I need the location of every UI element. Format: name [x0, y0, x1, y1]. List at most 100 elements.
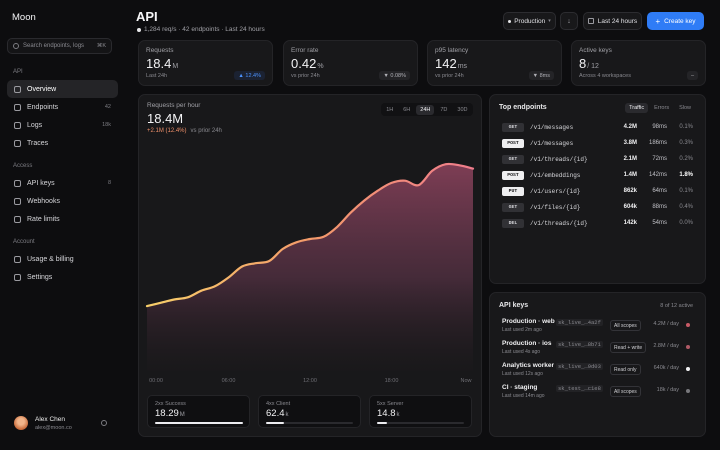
endpoint-errors: 0.1% — [679, 188, 693, 194]
nav-item[interactable]: Overview — [7, 80, 118, 98]
range-tab[interactable]: 7D — [440, 106, 448, 113]
key-row: CI · staging sk_test_…c1e8 Last used 14m a… — [490, 382, 705, 402]
kpi-number: 8 — [579, 56, 587, 71]
calendar-icon — [587, 18, 594, 24]
key-usage: 18k / day — [656, 387, 679, 393]
nav-item[interactable]: Endpoints 42 — [7, 98, 118, 116]
key-usage: 640k / day — [653, 365, 679, 371]
plus-icon: + — [655, 16, 661, 26]
endpoint-path: /v1/threads/{id} — [530, 155, 588, 163]
keys-title: API keys — [499, 302, 529, 309]
nav-label: Webhooks — [27, 197, 60, 205]
nav-label: Usage & billing — [27, 255, 74, 263]
nav-label: Rate limits — [27, 215, 60, 223]
status-number: 14.8 — [377, 408, 396, 419]
key-last-used: Last used 14m ago — [502, 393, 545, 399]
kpi-delta: ▲ 12.4% — [234, 71, 265, 80]
x-tick-label: 12:00 — [303, 378, 317, 384]
method-badge: GET — [502, 122, 524, 132]
nav-item[interactable]: Settings — [7, 268, 118, 286]
nav-item[interactable]: Webhooks — [7, 192, 118, 210]
endpoint-tab[interactable]: Errors — [654, 105, 670, 111]
endpoint-latency: 88ms — [652, 204, 667, 210]
search-placeholder: Search endpoints, logs — [23, 43, 85, 49]
page-subtitle: 1,284 req/s · 42 endpoints · Last 24 hou… — [137, 26, 265, 33]
endpoint-tabs: Traffic Errors Slow — [625, 103, 695, 113]
download-button[interactable]: ↓ — [560, 12, 578, 30]
endpoint-requests: 2.1M — [623, 156, 637, 162]
status-label: 4xx Client — [266, 401, 291, 407]
settings-icon[interactable] — [101, 420, 107, 426]
chart-delta-row: +2.1M (12.4%) vs prior 24h — [147, 128, 222, 134]
endpoint-errors: 0.2% — [679, 156, 693, 162]
nav-item[interactable]: Logs 18k — [7, 116, 118, 134]
kpi-card: Requests 18.4M Last 24h ▲ 12.4% — [138, 40, 273, 86]
kpi-number: 142 — [435, 56, 457, 71]
nav-item[interactable]: Rate limits — [7, 210, 118, 228]
nav: API Overview Endpoints 42 Logs 18k Traces Acces… — [0, 64, 125, 286]
status-card: 5xx Server 14.8k — [369, 395, 472, 428]
key-name: Analytics worker — [502, 362, 555, 369]
range-button[interactable]: Last 24 hours — [583, 12, 642, 30]
nav-badge: 42 — [104, 104, 111, 110]
kpi-unit: ms — [457, 63, 468, 70]
range-tab[interactable]: 1H — [386, 106, 394, 113]
status-label: 5xx Server — [377, 401, 404, 407]
range-tab[interactable]: 30D — [457, 106, 468, 113]
nav-item[interactable]: API keys 8 — [7, 174, 118, 192]
key-scope: All scopes — [610, 386, 641, 397]
x-tick-label: 18:00 — [385, 378, 399, 384]
endpoint-row: PUT/v1/users/{id} 862k 64ms 0.1% — [490, 183, 705, 199]
endpoint-requests: 862k — [623, 188, 637, 194]
status-value: 62.4k — [266, 408, 289, 419]
kpi-card: Error rate 0.42% vs prior 24h ▼ 0.08% — [283, 40, 418, 86]
endpoint-latency: 98ms — [652, 124, 667, 130]
endpoint-path: /v1/messages — [530, 123, 574, 131]
key-name: Production · ios — [502, 340, 552, 347]
environment-label: Production — [514, 17, 546, 25]
nav-label: Logs — [27, 121, 43, 129]
kpi-note: vs prior 24h — [435, 73, 464, 79]
area-line — [145, 162, 475, 308]
range-tab[interactable]: 24H — [416, 104, 435, 115]
status-bar — [266, 422, 284, 424]
nav-item[interactable]: Usage & billing — [7, 250, 118, 268]
endpoint-path: /v1/messages — [530, 139, 574, 147]
endpoint-row: GET/v1/messages 4.2M 98ms 0.1% — [490, 119, 705, 135]
range-tab[interactable]: 6H — [403, 106, 411, 113]
search-box[interactable]: Search endpoints, logs ⌘K — [7, 38, 112, 54]
search-icon — [13, 43, 19, 49]
nav-icon — [14, 121, 21, 129]
x-tick-label: 00:00 — [149, 378, 163, 384]
range-label: Last 24 hours — [597, 17, 638, 25]
endpoint-requests: 604k — [623, 204, 637, 210]
endpoint-tab[interactable]: Traffic — [625, 103, 649, 113]
endpoint-path: /v1/files/{id} — [530, 203, 581, 211]
key-usage: 4.2M / day — [653, 321, 679, 327]
chart-delta: +2.1M (12.4%) — [147, 128, 187, 134]
area-chart: 00:00 06:00 12:00 18:00 Now — [145, 162, 475, 384]
brand: Moon — [12, 12, 36, 23]
kpi-note: Across 4 workspaces — [579, 73, 631, 79]
create-key-button[interactable]: + Create key — [647, 12, 704, 30]
chevron: ▾ — [548, 18, 551, 24]
key-name: Production · web — [502, 318, 555, 325]
range-tabs: 1H 6H 24H 7D 30D — [380, 103, 473, 116]
nav-icon — [14, 255, 21, 263]
key-usage: 2.8M / day — [653, 343, 679, 349]
nav-label: Overview — [27, 85, 57, 93]
kpi-delta: – — [686, 71, 698, 80]
avatar — [14, 416, 28, 430]
chart-title: Requests per hour — [147, 102, 201, 109]
status-track — [266, 422, 353, 424]
nav-icon — [14, 139, 21, 147]
status-unit: k — [396, 412, 400, 418]
kpi-label: Active keys — [579, 47, 612, 54]
nav-item[interactable]: Traces — [7, 134, 118, 152]
kpi-value: 0.42% — [291, 56, 324, 71]
endpoint-tab[interactable]: Slow — [679, 105, 691, 111]
key-last-used: Last used 12s ago — [502, 371, 543, 377]
environment-select[interactable]: Production ▾ — [503, 12, 556, 30]
status-unit: M — [179, 412, 185, 418]
